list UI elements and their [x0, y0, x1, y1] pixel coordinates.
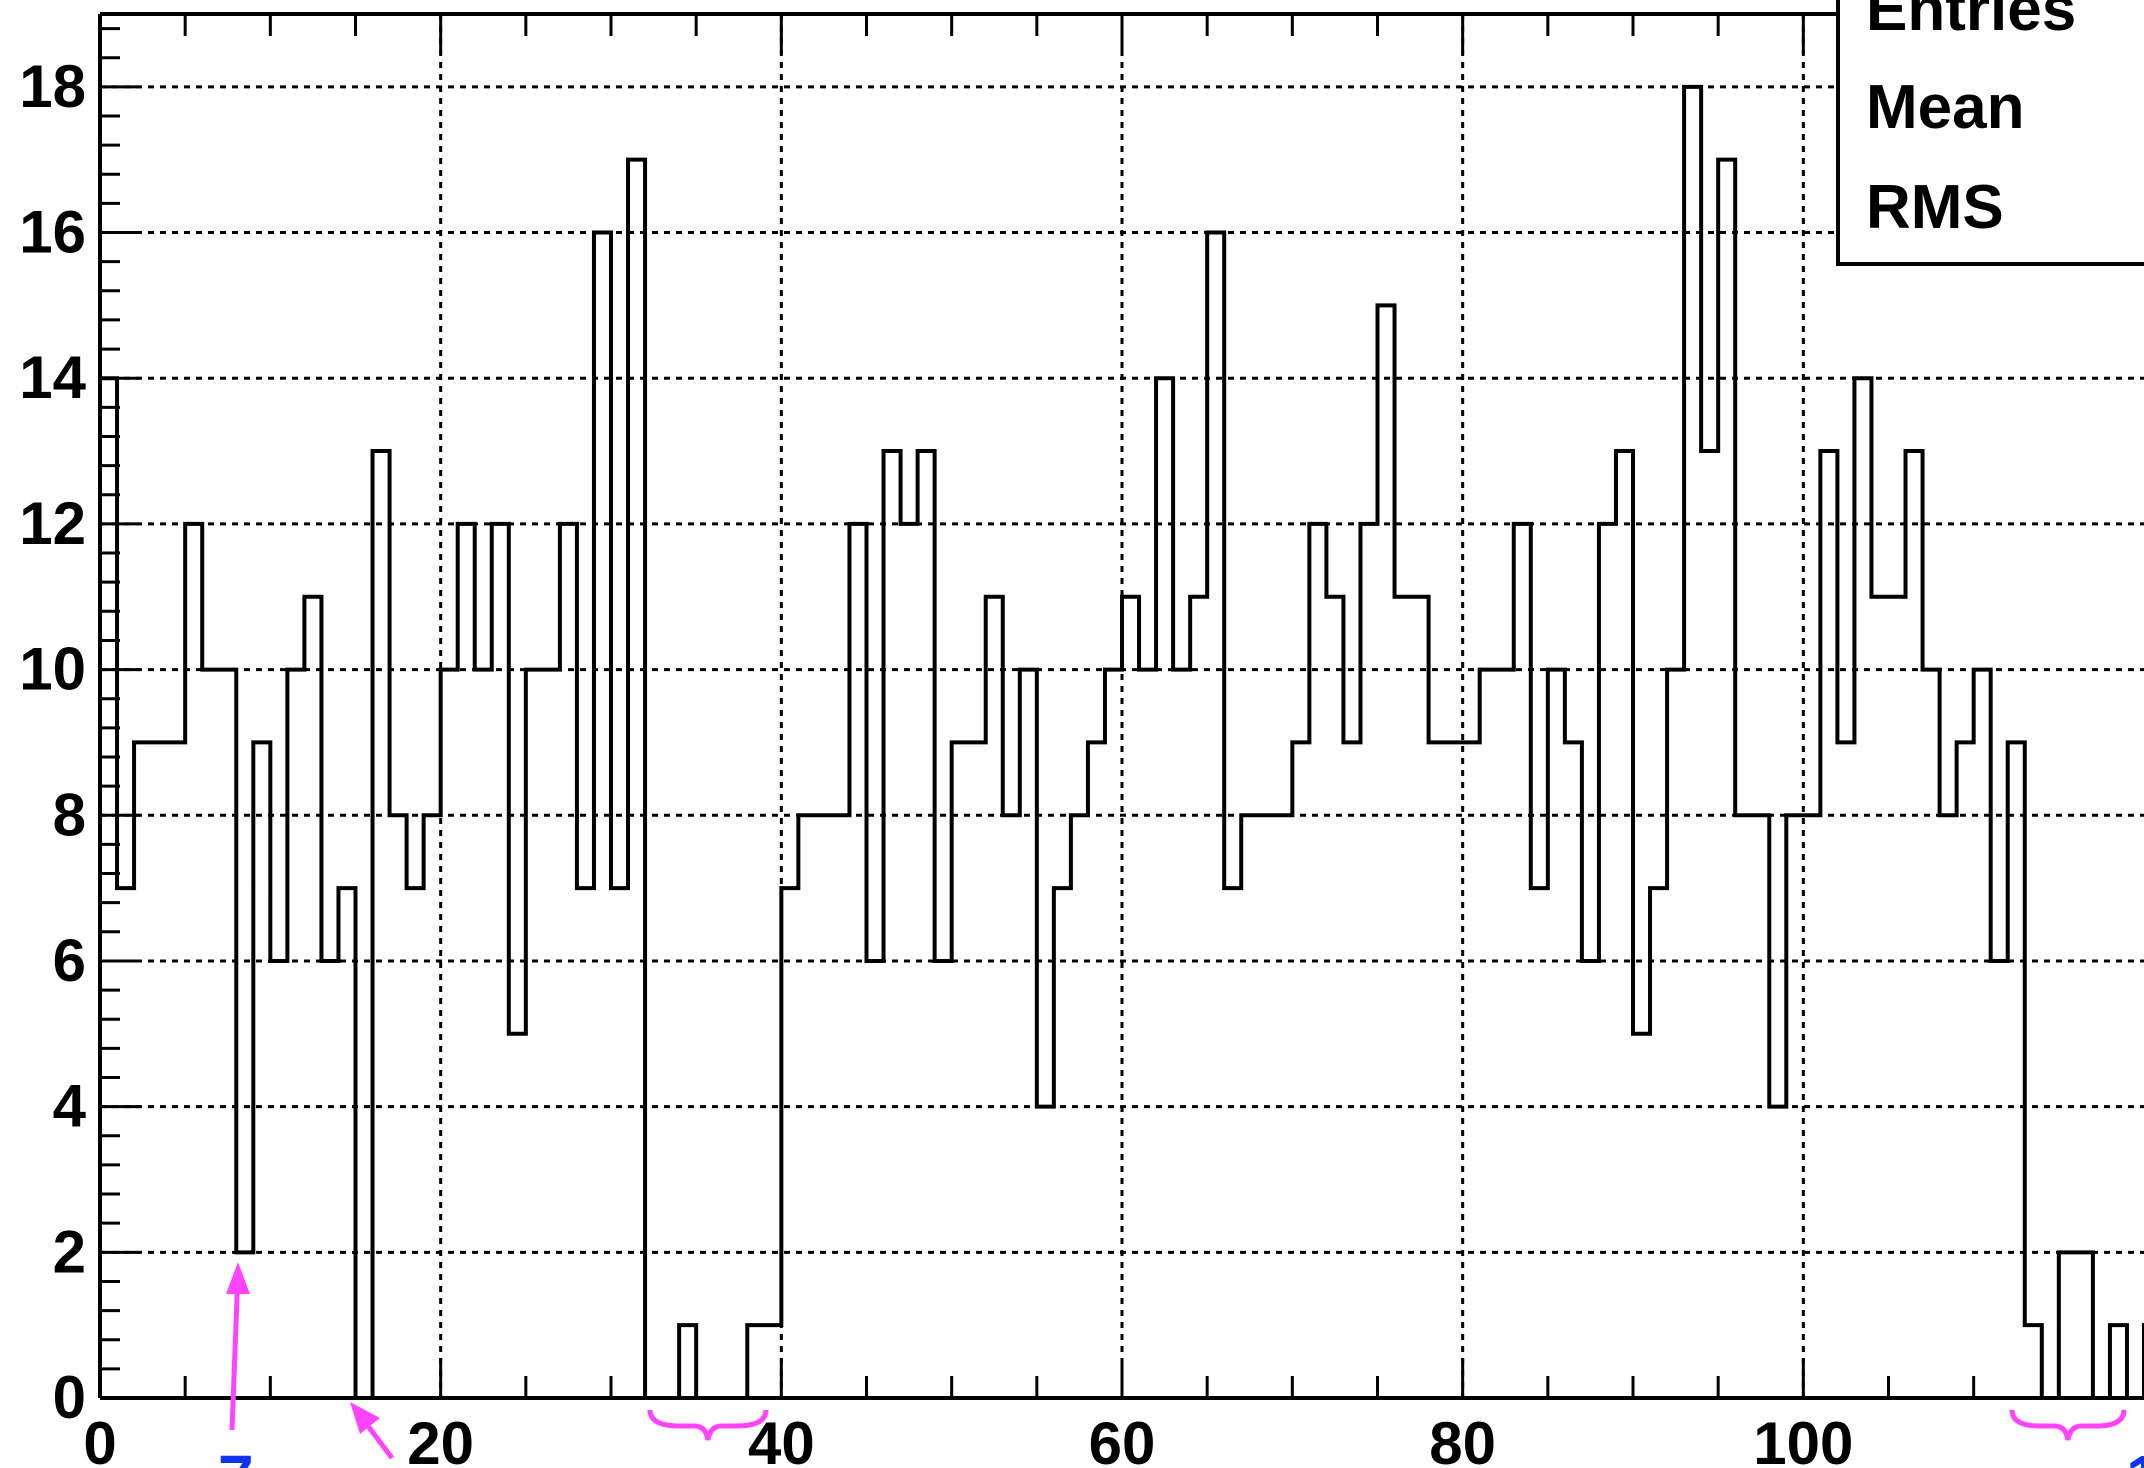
histogram-step-line: [98, 84, 2144, 1400]
x-tick-label-40: 40: [748, 1410, 815, 1468]
axis-tick-labels: 0 20 40 60 80 100 0 2 4 6 8 10 12 14 16 18: [19, 53, 1853, 1468]
axis-ticks: [98, 14, 2144, 1400]
stats-label-mean: Mean: [1866, 73, 2024, 142]
stats-box-frame: [1836, 0, 2144, 266]
x-tick-label-100: 100: [1753, 1410, 1853, 1468]
x-tick-label-20: 20: [407, 1410, 474, 1468]
y-tick-label-2: 2: [53, 1218, 86, 1285]
annotation-text-left: 7: [218, 1442, 254, 1468]
annotation-brace-right: [2009, 1409, 2127, 1441]
annotation-arrowhead-right: [350, 1402, 380, 1434]
y-tick-label-6: 6: [53, 927, 86, 994]
annotations: 7 1: [218, 1262, 2144, 1468]
y-tick-label-18: 18: [19, 53, 86, 120]
annotation-brace-left: [647, 1409, 769, 1441]
annotation-arrowhead-left: [226, 1262, 250, 1294]
y-tick-label-0: 0: [53, 1364, 86, 1431]
y-tick-label-8: 8: [53, 781, 86, 848]
x-tick-label-0: 0: [83, 1410, 116, 1468]
x-tick-label-80: 80: [1429, 1410, 1496, 1468]
stats-label-entries: Entries: [1866, 0, 2076, 44]
stats-label-rms: RMS: [1866, 173, 2004, 242]
y-tick-label-16: 16: [19, 199, 86, 266]
x-tick-label-60: 60: [1089, 1410, 1156, 1468]
y-tick-label-14: 14: [19, 344, 86, 411]
annotation-arrow-left: [229, 1271, 241, 1431]
y-tick-label-4: 4: [53, 1073, 87, 1140]
y-tick-label-10: 10: [19, 636, 86, 703]
y-tick-label-12: 12: [19, 490, 86, 557]
annotation-text-right: 1: [2126, 1442, 2144, 1468]
stats-box: Entries Mean RMS: [1836, 0, 2144, 266]
